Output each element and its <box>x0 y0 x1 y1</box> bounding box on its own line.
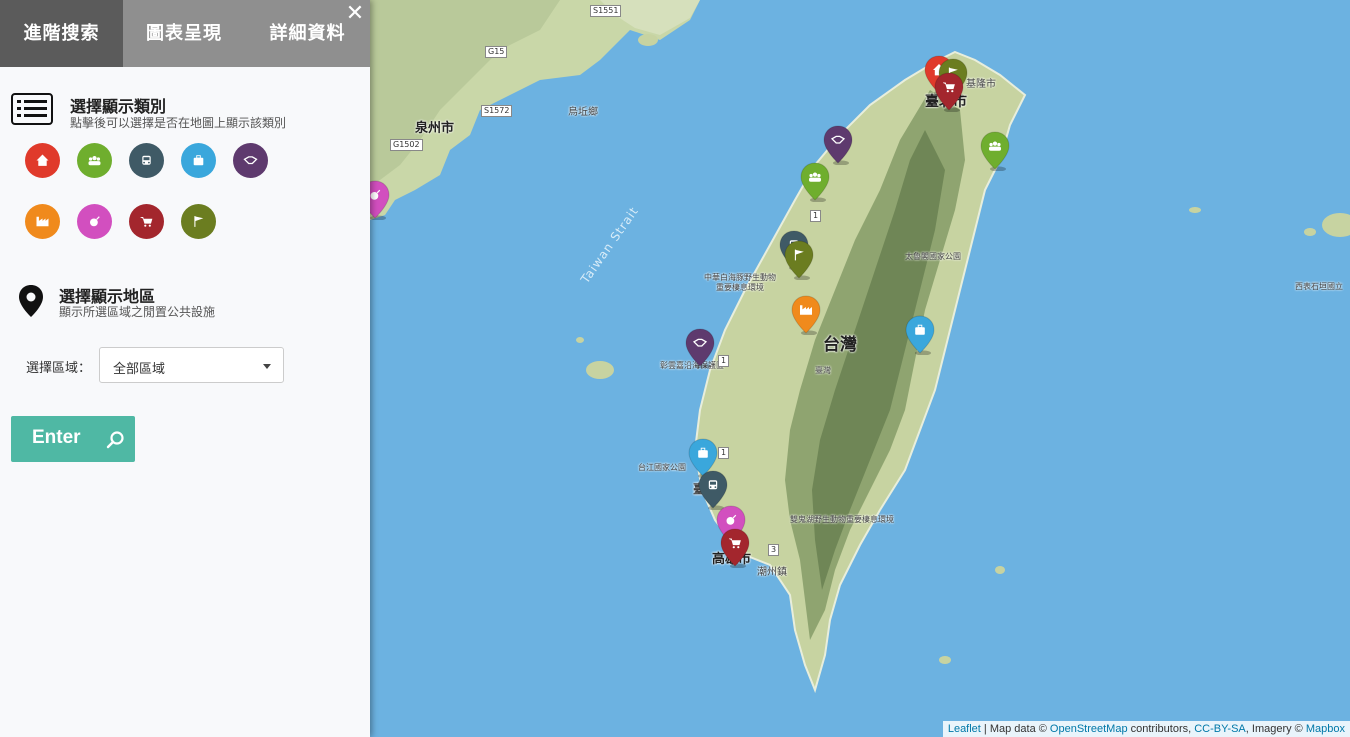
tab-details[interactable]: 詳細資料 <box>269 23 346 44</box>
attribution-text: contributors, <box>1127 723 1195 735</box>
category-toggle-home[interactable] <box>25 143 60 178</box>
map-marker-factory[interactable] <box>791 295 821 335</box>
map-marker-briefcase[interactable] <box>905 315 935 355</box>
chevron-down-icon <box>263 364 271 369</box>
attribution-text: , Imagery © <box>1245 723 1306 735</box>
map-marker-icon <box>19 285 43 317</box>
category-section-title: 選擇顯示類別 <box>70 97 167 116</box>
road-shield: 1 <box>718 447 730 459</box>
category-toggle-factory[interactable] <box>25 204 60 239</box>
map-marker-group[interactable] <box>980 131 1010 171</box>
group-icon <box>980 131 1010 171</box>
briefcase-icon <box>905 315 935 355</box>
category-section-subtitle: 點擊後可以選擇是否在地圖上顯示該類別 <box>70 116 287 130</box>
category-toggle-briefcase[interactable] <box>181 143 216 178</box>
map-label-taijiang: 台江國家公園 <box>638 463 686 472</box>
cart-icon <box>720 528 750 568</box>
factory-icon <box>25 204 60 239</box>
leaflet-link[interactable]: Leaflet <box>947 723 981 735</box>
category-toggle-bomb[interactable] <box>77 204 112 239</box>
category-toggle-group[interactable] <box>77 143 112 178</box>
cart-icon <box>129 204 164 239</box>
map-label-chaozhou: 潮州鎮 <box>757 567 787 578</box>
tab-bar: 進階搜索 圖表呈現 詳細資料 <box>0 0 370 67</box>
flag-icon <box>784 240 814 280</box>
group-icon <box>77 143 112 178</box>
region-section-subtitle: 顯示所選區域之閒置公共設施 <box>59 305 216 319</box>
tab-chart[interactable]: 圖表呈現 <box>146 23 222 44</box>
close-icon[interactable]: ✕ <box>345 1 365 26</box>
factory-icon <box>791 295 821 335</box>
map-label-quanzhou: 泉州市 <box>415 121 455 136</box>
briefcase-icon <box>181 143 216 178</box>
road-shield: 1 <box>810 210 822 222</box>
road-shield: 3 <box>768 544 780 556</box>
map-label-shuanggui: 雙鬼湖野生動物重要棲息環境 <box>790 515 894 524</box>
enter-button[interactable]: Enter <box>11 416 135 462</box>
road-shield: S1551 <box>590 5 622 17</box>
map-marker-cart[interactable] <box>934 72 964 112</box>
home-icon <box>25 143 60 178</box>
attribution-text: | Map data © <box>980 723 1050 735</box>
region-select-label: 選擇區域： <box>26 361 92 376</box>
region-select[interactable]: 全部區域 <box>99 347 284 383</box>
map-label-taiwan: 台灣 <box>823 335 857 355</box>
enter-button-label: Enter <box>32 427 81 448</box>
search-icon <box>106 431 124 449</box>
category-toggle-cart[interactable] <box>129 204 164 239</box>
map-marker-flag[interactable] <box>784 240 814 280</box>
road-shield: S1572 <box>481 105 513 117</box>
handshake-icon <box>823 125 853 165</box>
region-section-title: 選擇顯示地區 <box>59 287 156 306</box>
tab-advanced-search[interactable]: 進階搜索 <box>0 0 123 67</box>
region-select-value: 全部區域 <box>113 362 166 377</box>
mapbox-link[interactable]: Mapbox <box>1305 723 1345 735</box>
category-toggle-handshake[interactable] <box>233 143 268 178</box>
map-marker-group[interactable] <box>800 162 830 202</box>
bus-icon <box>129 143 164 178</box>
handshake-icon <box>233 143 268 178</box>
map-label-wuqiuxiang: 烏坵鄉 <box>568 107 598 118</box>
road-shield: G15 <box>485 46 508 58</box>
license-link[interactable]: CC-BY-SA <box>1194 723 1246 735</box>
map-attribution: Leaflet | Map data © OpenStreetMap contr… <box>942 721 1350 737</box>
map-label-taiwan-small: 臺灣 <box>815 366 831 375</box>
map-marker-handshake[interactable] <box>685 328 715 368</box>
category-toggle-flag[interactable] <box>181 204 216 239</box>
map-label-taroko: 太魯閣國家公園 <box>905 252 961 261</box>
bus-icon <box>698 470 728 510</box>
group-icon <box>800 162 830 202</box>
map-marker-bus[interactable] <box>698 470 728 510</box>
map-label-keelung: 基隆市 <box>966 79 996 90</box>
map-marker-cart[interactable] <box>720 528 750 568</box>
map-label-changyun: 彰雲嘉沿海保護區 <box>660 361 724 370</box>
map-label-xibiao: 西表石垣國立 <box>1295 282 1343 291</box>
handshake-icon <box>685 328 715 368</box>
cart-icon <box>934 72 964 112</box>
map-label-dolphin: 中華白海豚野生動物重要棲息環境 <box>704 273 776 292</box>
osm-link[interactable]: OpenStreetMap <box>1049 723 1128 735</box>
map-marker-handshake[interactable] <box>823 125 853 165</box>
road-shield: G1502 <box>390 139 423 151</box>
list-icon <box>11 93 53 125</box>
category-toggle-bus[interactable] <box>129 143 164 178</box>
sidebar: 進階搜索 圖表呈現 詳細資料 ✕ 選擇顯示類別 點擊後可以選擇是否在地圖上顯示該… <box>0 0 370 737</box>
road-shield: 1 <box>718 355 730 367</box>
bomb-icon <box>77 204 112 239</box>
flag-icon <box>181 204 216 239</box>
